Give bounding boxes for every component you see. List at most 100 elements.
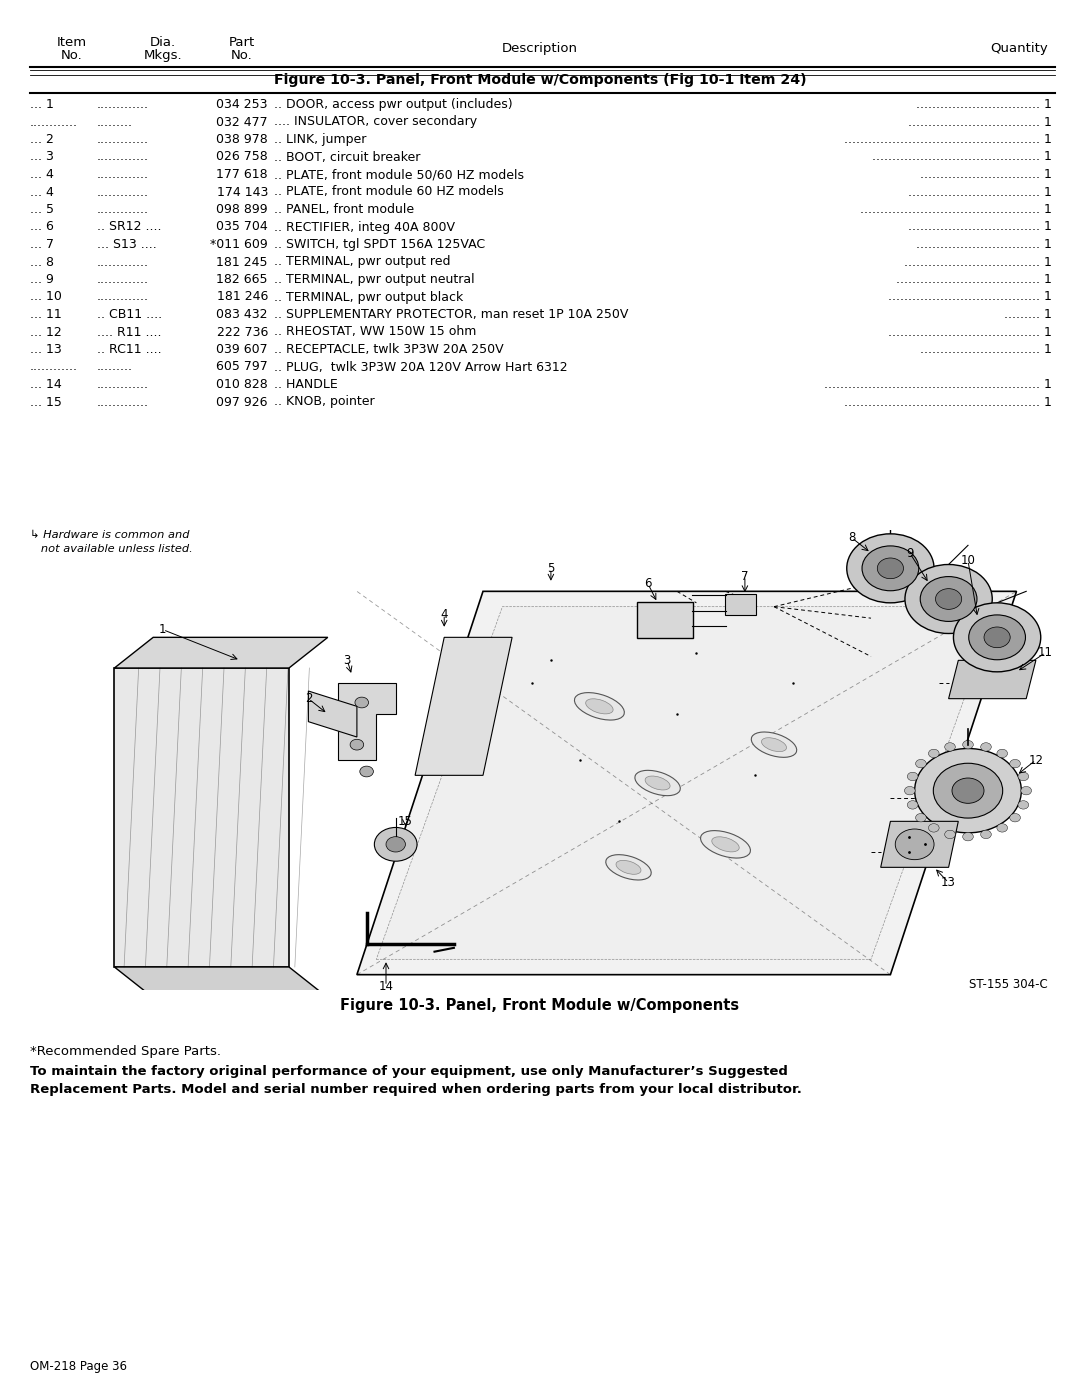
Text: Mkgs.: Mkgs. <box>144 49 183 61</box>
Text: .............: ............. <box>97 168 149 182</box>
Circle shape <box>877 557 904 578</box>
FancyBboxPatch shape <box>637 602 692 638</box>
Circle shape <box>981 743 991 752</box>
Text: 10: 10 <box>960 555 975 567</box>
Text: 098 899: 098 899 <box>216 203 268 217</box>
Text: .. SWITCH, tgl SPDT 156A 125VAC: .. SWITCH, tgl SPDT 156A 125VAC <box>270 237 485 251</box>
Text: .........: ......... <box>97 360 133 373</box>
Text: 182 665: 182 665 <box>216 272 268 286</box>
Text: ... S13 ....: ... S13 .... <box>97 237 157 251</box>
Circle shape <box>915 749 1022 833</box>
Ellipse shape <box>752 732 797 757</box>
Text: .........: ......... <box>97 116 133 129</box>
Polygon shape <box>376 606 997 960</box>
Text: 8: 8 <box>848 531 855 545</box>
Ellipse shape <box>645 777 670 789</box>
Text: ... 3: ... 3 <box>30 151 54 163</box>
Circle shape <box>935 588 961 609</box>
Circle shape <box>1010 813 1021 821</box>
Text: Item: Item <box>57 36 87 49</box>
Circle shape <box>386 837 405 852</box>
Text: .. KNOB, pointer: .. KNOB, pointer <box>270 395 375 408</box>
Text: OM-218 Page 36: OM-218 Page 36 <box>30 1361 127 1373</box>
Text: 083 432: 083 432 <box>216 307 268 321</box>
Text: ................................................. 1: ........................................… <box>840 395 1052 408</box>
Polygon shape <box>356 591 1016 975</box>
Polygon shape <box>114 637 328 668</box>
Circle shape <box>997 824 1008 833</box>
Text: .. PLUG,  twlk 3P3W 20A 120V Arrow Hart 6312: .. PLUG, twlk 3P3W 20A 120V Arrow Hart 6… <box>270 360 568 373</box>
Text: ...................................................... 1: ........................................… <box>820 379 1052 391</box>
Text: ↳ Hardware is common and: ↳ Hardware is common and <box>30 529 189 541</box>
Text: Figure 10-3. Panel, Front Module w/Components (Fig 10-1 Item 24): Figure 10-3. Panel, Front Module w/Compo… <box>273 73 807 87</box>
Text: .......................................... 1: ........................................… <box>868 151 1052 163</box>
Text: Replacement Parts. Model and serial number required when ordering parts from you: Replacement Parts. Model and serial numb… <box>30 1083 801 1097</box>
Text: 038 978: 038 978 <box>216 133 268 147</box>
Ellipse shape <box>701 831 751 858</box>
Circle shape <box>1018 800 1028 809</box>
Text: ST-155 304-C: ST-155 304-C <box>969 978 1048 990</box>
Circle shape <box>895 828 934 859</box>
Text: ............................... 1: ............................... 1 <box>913 237 1052 251</box>
Polygon shape <box>114 967 328 997</box>
Text: ............: ............ <box>30 360 78 373</box>
Text: To maintain the factory original performance of your equipment, use only Manufac: To maintain the factory original perform… <box>30 1065 788 1078</box>
Text: .... R11 ....: .... R11 .... <box>97 326 162 338</box>
Text: 2: 2 <box>305 692 312 705</box>
Text: .. PANEL, front module: .. PANEL, front module <box>270 203 414 217</box>
Text: .. RHEOSTAT, WW 150W 15 ohm: .. RHEOSTAT, WW 150W 15 ohm <box>270 326 476 338</box>
Text: ... 4: ... 4 <box>30 168 54 182</box>
Text: ...................................... 1: ...................................... 1 <box>885 291 1052 303</box>
Circle shape <box>984 627 1010 648</box>
Polygon shape <box>415 637 512 775</box>
Text: .. RECTIFIER, integ 40A 800V: .. RECTIFIER, integ 40A 800V <box>270 221 455 233</box>
Text: ... 14: ... 14 <box>30 379 62 391</box>
Text: .............: ............. <box>97 291 149 303</box>
Circle shape <box>954 604 1041 672</box>
Text: ............................................. 1: ........................................… <box>856 203 1052 217</box>
Text: .. CB11 ....: .. CB11 .... <box>97 307 162 321</box>
Text: 3: 3 <box>343 654 351 666</box>
Text: ......... 1: ......... 1 <box>1000 307 1052 321</box>
Text: 097 926: 097 926 <box>216 395 268 408</box>
Text: .. RECEPTACLE, twlk 3P3W 20A 250V: .. RECEPTACLE, twlk 3P3W 20A 250V <box>270 344 503 356</box>
Ellipse shape <box>606 855 651 880</box>
Text: 026 758: 026 758 <box>216 151 268 163</box>
Text: .............: ............. <box>97 133 149 147</box>
Circle shape <box>929 824 940 833</box>
Ellipse shape <box>635 770 680 796</box>
Text: 035 704: 035 704 <box>216 221 268 233</box>
Text: 4: 4 <box>441 608 448 620</box>
Text: .... INSULATOR, cover secondary: .... INSULATOR, cover secondary <box>270 116 477 129</box>
Text: .............: ............. <box>97 272 149 286</box>
Text: 12: 12 <box>1028 753 1043 767</box>
Text: ... 15: ... 15 <box>30 395 62 408</box>
Text: .. TERMINAL, pwr output neutral: .. TERMINAL, pwr output neutral <box>270 272 474 286</box>
Text: 5: 5 <box>548 562 555 574</box>
Text: .............: ............. <box>97 256 149 268</box>
Text: .............: ............. <box>97 98 149 110</box>
Circle shape <box>1021 787 1031 795</box>
Circle shape <box>1018 773 1028 781</box>
Polygon shape <box>309 692 356 738</box>
Text: ... 8: ... 8 <box>30 256 54 268</box>
Text: .............................. 1: .............................. 1 <box>916 168 1052 182</box>
Text: .................................... 1: .................................... 1 <box>892 272 1052 286</box>
Text: .............: ............. <box>97 151 149 163</box>
Text: *Recommended Spare Parts.: *Recommended Spare Parts. <box>30 1045 221 1058</box>
Text: ............................... 1: ............................... 1 <box>913 98 1052 110</box>
Circle shape <box>375 827 417 861</box>
Circle shape <box>929 749 940 757</box>
Circle shape <box>945 743 956 752</box>
Text: 222 736: 222 736 <box>217 326 268 338</box>
Text: .. TERMINAL, pwr output red: .. TERMINAL, pwr output red <box>270 256 450 268</box>
Text: No.: No. <box>62 49 83 61</box>
Circle shape <box>962 740 973 749</box>
Text: ... 13: ... 13 <box>30 344 62 356</box>
Text: Quantity: Quantity <box>990 42 1048 54</box>
Circle shape <box>1010 760 1021 768</box>
Text: 14: 14 <box>378 979 393 993</box>
Text: .. BOOT, circuit breaker: .. BOOT, circuit breaker <box>270 151 420 163</box>
Circle shape <box>981 830 991 838</box>
Text: 181 246: 181 246 <box>217 291 268 303</box>
